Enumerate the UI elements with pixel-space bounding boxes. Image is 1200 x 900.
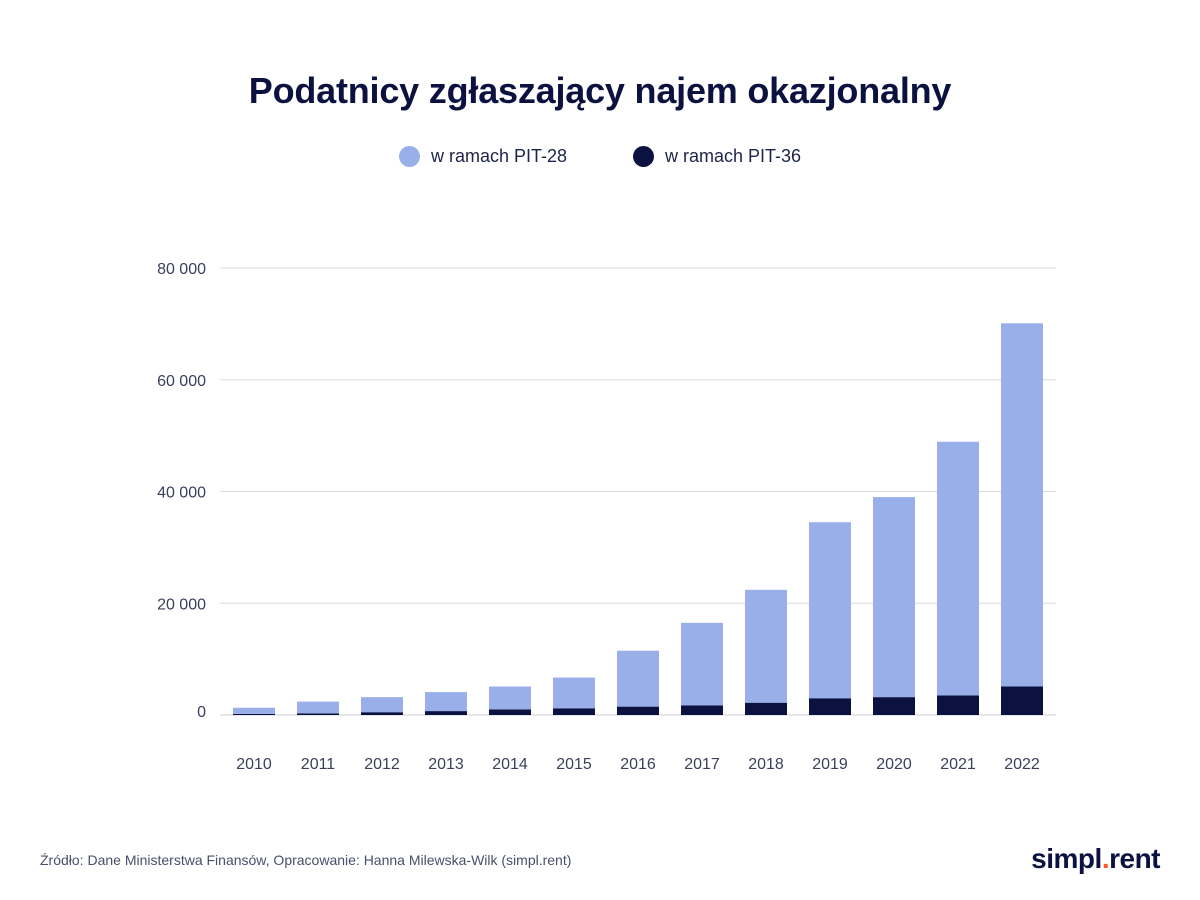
y-tick-label: 60 000: [157, 373, 206, 390]
bar-pit28: [361, 697, 403, 713]
bar-pit36: [361, 712, 403, 715]
chart-title: Podatnicy zgłaszający najem okazjonalny: [248, 70, 952, 111]
brand-logo-dot: .: [1101, 843, 1110, 874]
x-tick-label: 2011: [301, 756, 336, 773]
bar-pit36: [617, 706, 659, 715]
bar-pit28: [425, 692, 467, 712]
x-tick-label: 2021: [940, 756, 976, 773]
y-tick-label: 80 000: [157, 261, 206, 278]
bar-pit36: [937, 695, 979, 715]
bar-pit36: [233, 713, 275, 715]
x-tick-label: 2019: [812, 756, 848, 773]
x-tick-label: 2022: [1004, 756, 1040, 773]
bar-pit36: [745, 702, 787, 715]
x-tick-label: 2020: [876, 756, 912, 773]
legend-item-pit36: w ramach PIT-36: [633, 146, 801, 167]
bar-pit28: [233, 707, 275, 714]
brand-logo: simpl.rent: [1031, 843, 1160, 875]
chart-legend: w ramach PIT-28 w ramach PIT-36: [0, 146, 1200, 167]
bar-pit28: [809, 522, 851, 699]
x-tick-label: 2016: [620, 756, 656, 773]
brand-logo-right: rent: [1109, 843, 1160, 874]
y-tick-label: 40 000: [157, 485, 206, 502]
bar-pit28: [937, 441, 979, 696]
x-tick-label: 2014: [492, 756, 528, 773]
y-tick-label: 20 000: [157, 596, 206, 613]
brand-logo-left: simpl: [1031, 843, 1102, 874]
x-tick-label: 2010: [236, 756, 272, 773]
bar-pit28: [681, 622, 723, 706]
x-tick-label: 2018: [748, 756, 784, 773]
source-note: Źródło: Dane Ministerstwa Finansów, Opra…: [40, 852, 572, 868]
bar-pit36: [809, 698, 851, 715]
bar-pit28: [1001, 323, 1043, 687]
bar-pit28: [617, 650, 659, 707]
legend-swatch-pit36: [633, 146, 654, 167]
bar-pit36: [1001, 686, 1043, 715]
legend-item-pit28: w ramach PIT-28: [398, 146, 567, 167]
bar-pit36: [425, 711, 467, 715]
bar-pit28: [745, 589, 787, 703]
bar-pit36: [873, 697, 915, 715]
bar-pit36: [553, 708, 595, 715]
bar-pit28: [553, 677, 595, 709]
bar-pit36: [489, 709, 531, 715]
x-tick-label: 2015: [556, 756, 592, 773]
y-tick-label: 0: [197, 704, 206, 721]
x-tick-label: 2012: [364, 756, 400, 773]
bar-chart: 0 20 000 40 000 60 000 80 000 2010 2011 2012 201…: [157, 261, 1056, 773]
bar-pit28: [297, 701, 339, 714]
x-tick-label: 2013: [428, 756, 464, 773]
legend-label-pit36: w ramach PIT-36: [665, 146, 802, 166]
legend-swatch-pit28: [398, 146, 420, 167]
bar-pit28: [489, 686, 531, 710]
legend-label-pit28: w ramach PIT-28: [430, 146, 567, 166]
bar-pit36: [681, 705, 723, 715]
bar-pit36: [297, 713, 339, 715]
x-tick-label: 2017: [684, 756, 720, 773]
bar-pit28: [873, 497, 915, 698]
